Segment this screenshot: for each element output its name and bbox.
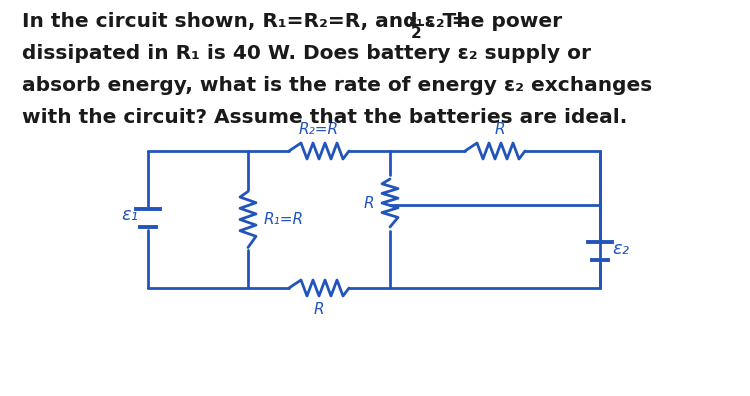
Text: dissipated in R₁ is 40 W. Does battery ε₂ supply or: dissipated in R₁ is 40 W. Does battery ε… [22, 44, 591, 63]
Text: R: R [314, 302, 324, 317]
Text: In the circuit shown, R₁=R₂=R, and ε₂ =: In the circuit shown, R₁=R₂=R, and ε₂ = [22, 12, 476, 31]
Text: R₁=R: R₁=R [264, 212, 305, 227]
Text: absorb energy, what is the rate of energy ε₂ exchanges: absorb energy, what is the rate of energ… [22, 76, 652, 95]
Text: ε₁: ε₁ [121, 206, 138, 225]
Text: R: R [363, 196, 374, 211]
Text: 2: 2 [411, 26, 422, 41]
Text: with the circuit? Assume that the batteries are ideal.: with the circuit? Assume that the batter… [22, 108, 627, 127]
Text: ε₁: ε₁ [409, 14, 424, 29]
Text: R₂=R: R₂=R [299, 122, 339, 137]
Text: R: R [495, 122, 506, 137]
Text: ε₂: ε₂ [612, 240, 629, 257]
Text: . The power: . The power [428, 12, 562, 31]
